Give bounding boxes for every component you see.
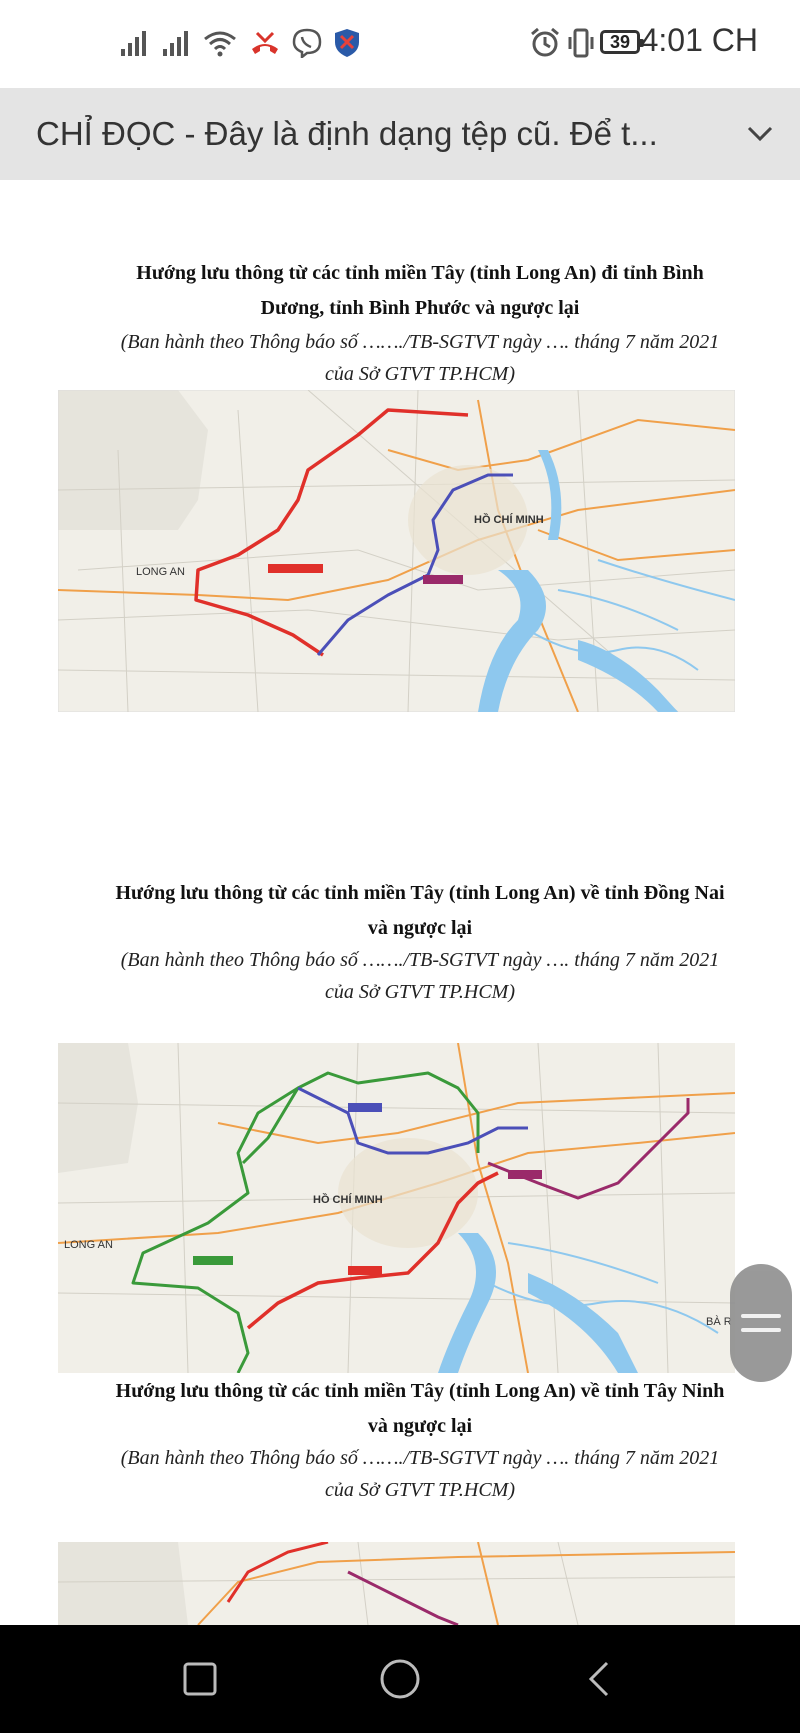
read-only-banner[interactable]: CHỈ ĐỌC - Đây là định dạng tệp cũ. Để t.… (0, 88, 800, 180)
section-3-sub-line1: (Ban hành theo Thông báo số ……./TB-SGTVT… (120, 1447, 720, 1469)
clock: 4:01 CH (640, 22, 758, 58)
section-2-title-line2: và ngược lại (367, 917, 473, 939)
scroll-handle[interactable] (730, 1264, 792, 1382)
section-2-sub-line2: của Sở GTVT TP.HCM) (325, 981, 515, 1003)
section-2-sub-line1: (Ban hành theo Thông báo số ……./TB-SGTVT… (120, 949, 720, 971)
banner-title: CHỈ ĐỌC - Đây là định dạng tệp cũ. Để t.… (36, 115, 658, 152)
section-2-title-line1: Hướng lưu thông từ các tỉnh miền Tây (tỉ… (115, 882, 725, 904)
signal-icon-2 (160, 26, 194, 60)
status-bar: 39 4:01 CH (0, 0, 800, 88)
wifi-icon (202, 26, 238, 60)
home-icon[interactable] (370, 1649, 430, 1709)
section-1-title: Hướng lưu thông từ các tỉnh miền Tây (tỉ… (90, 256, 750, 326)
section-3-title: Hướng lưu thông từ các tỉnh miền Tây (tỉ… (90, 1374, 750, 1444)
battery-icon: 39 (600, 30, 644, 54)
section-3-title-line1: Hướng lưu thông từ các tỉnh miền Tây (tỉ… (115, 1380, 725, 1402)
section-3-subtitle: (Ban hành theo Thông báo số ……./TB-SGTVT… (90, 1442, 750, 1506)
map-2-label-hcm: HỒ CHÍ MINH (313, 1193, 383, 1206)
shield-icon (332, 26, 362, 60)
section-3-title-line2: và ngược lại (367, 1415, 473, 1437)
route-map-2: HỒ CHÍ MINH LONG AN BÀ R (58, 1043, 735, 1373)
document-viewer[interactable]: Hướng lưu thông từ các tỉnh miền Tây (tỉ… (0, 180, 800, 1625)
map-2-label-bar: BÀ R (706, 1315, 732, 1328)
section-1-sub-line1: (Ban hành theo Thông báo số ……./TB-SGTVT… (120, 331, 720, 353)
navigation-bar (0, 1625, 800, 1733)
route-map-1: HỒ CHÍ MINH LONG AN (58, 390, 735, 712)
vibrate-icon (566, 26, 596, 60)
map-2-label-longan: LONG AN (64, 1239, 113, 1251)
signal-icon (118, 26, 152, 60)
missed-call-icon (248, 26, 282, 60)
handle-line-icon (741, 1328, 781, 1332)
handle-line-icon (741, 1314, 781, 1318)
alarm-icon (528, 26, 562, 60)
section-3-sub-line2: của Sở GTVT TP.HCM) (325, 1479, 515, 1501)
section-1-subtitle: (Ban hành theo Thông báo số ……./TB-SGTVT… (90, 326, 750, 390)
section-1-title-line1: Hướng lưu thông từ các tỉnh miền Tây (tỉ… (136, 262, 704, 284)
section-2-subtitle: (Ban hành theo Thông báo số ……./TB-SGTVT… (90, 944, 750, 1008)
recent-apps-icon[interactable] (170, 1649, 230, 1709)
viber-icon (290, 26, 324, 60)
section-1-title-line2: Dương, tỉnh Bình Phước và ngược lại (260, 297, 580, 319)
chevron-down-icon[interactable] (720, 88, 800, 180)
map-1-label-longan: LONG AN (136, 566, 185, 578)
section-2-title: Hướng lưu thông từ các tỉnh miền Tây (tỉ… (90, 876, 750, 946)
map-1-label-hcm: HỒ CHÍ MINH (474, 513, 544, 526)
back-icon[interactable] (570, 1649, 630, 1709)
section-1-sub-line2: của Sở GTVT TP.HCM) (325, 363, 515, 385)
route-map-3 (58, 1542, 735, 1625)
